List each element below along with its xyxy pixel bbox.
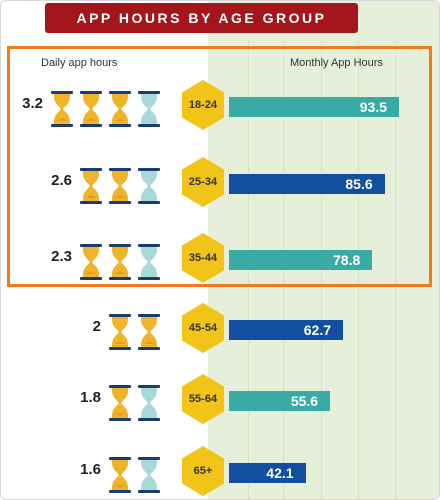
hourglass-group [78, 167, 165, 205]
age-group-label: 55-64 [188, 393, 218, 405]
gridline [395, 41, 396, 499]
daily-hours-value: 1.8 [80, 389, 101, 406]
hourglass-icon [136, 313, 162, 351]
chart-row-55-64: 1.8 55-64 55.6 [1, 369, 439, 429]
age-group-label: 65+ [193, 465, 213, 477]
gridline [358, 41, 359, 499]
hourglass-empty-icon [136, 243, 162, 281]
hexagon-icon: 45-54 [180, 302, 226, 354]
daily-hours-value: 3.2 [22, 95, 43, 112]
chart-row-25-34: 2.6 25-34 85.6 [1, 152, 439, 212]
age-group-label: 18-24 [188, 99, 218, 111]
hourglass-empty-icon [136, 167, 162, 205]
monthly-hours-value: 42.1 [266, 465, 294, 481]
hexagon-icon: 18-24 [180, 79, 226, 131]
age-group-label: 35-44 [188, 252, 218, 264]
monthly-hours-value: 55.6 [290, 393, 319, 409]
monthly-hours-bar: 85.6 [229, 174, 385, 194]
hourglass-icon [107, 456, 133, 494]
hourglass-icon [107, 313, 133, 351]
hexagon-icon: 35-44 [180, 232, 226, 284]
gridline [321, 41, 322, 499]
chart-title: APP HOURS BY AGE GROUP [45, 3, 358, 33]
monthly-hours-bar: 93.5 [229, 97, 399, 117]
chart-row-18-24: 3.2 18-24 93.5 [1, 75, 439, 135]
chart-row-65+: 1.6 65+ 42.1 [1, 441, 439, 499]
monthly-hours-bar: 42.1 [229, 463, 306, 483]
hourglass-group [107, 313, 165, 351]
hourglass-group [49, 90, 165, 128]
age-group-label: 25-34 [188, 176, 218, 188]
hourglass-icon [78, 90, 104, 128]
gridline [248, 41, 249, 499]
monthly-hours-heading: Monthly App Hours [290, 57, 383, 69]
hourglass-group [107, 456, 165, 494]
hourglass-icon [49, 90, 75, 128]
chart-row-45-54: 2 45-54 62.7 [1, 298, 439, 358]
hourglass-empty-icon [136, 456, 162, 494]
daily-hours-value: 2 [92, 318, 101, 335]
monthly-hours-value: 62.7 [303, 322, 331, 338]
monthly-hours-value: 93.5 [359, 99, 387, 115]
hourglass-group [78, 243, 165, 281]
hexagon-icon: 65+ [180, 445, 226, 497]
hourglass-empty-icon [136, 384, 162, 422]
gridline [283, 41, 284, 499]
daily-hours-value: 1.6 [80, 461, 101, 478]
monthly-hours-value: 85.6 [345, 176, 373, 192]
age-group-label: 45-54 [188, 322, 218, 334]
hourglass-icon [107, 90, 133, 128]
hexagon-icon: 25-34 [180, 156, 226, 208]
hourglass-empty-icon [136, 90, 162, 128]
highlight-box [7, 46, 432, 287]
hourglass-icon [107, 167, 133, 205]
monthly-hours-value: 78.8 [333, 252, 361, 268]
hourglass-icon [78, 167, 104, 205]
hourglass-icon [78, 243, 104, 281]
monthly-hours-bar: 62.7 [229, 320, 343, 340]
hourglass-icon [107, 243, 133, 281]
hourglass-group [107, 384, 165, 422]
monthly-hours-bar: 55.6 [229, 391, 331, 411]
hexagon-icon: 55-64 [180, 373, 226, 425]
daily-hours-heading: Daily app hours [41, 57, 118, 69]
chart-row-35-44: 2.3 35-44 78.8 [1, 228, 439, 288]
hourglass-icon [107, 384, 133, 422]
monthly-hours-bar: 78.8 [229, 250, 373, 270]
daily-hours-value: 2.3 [51, 248, 72, 265]
daily-hours-value: 2.6 [51, 172, 72, 189]
